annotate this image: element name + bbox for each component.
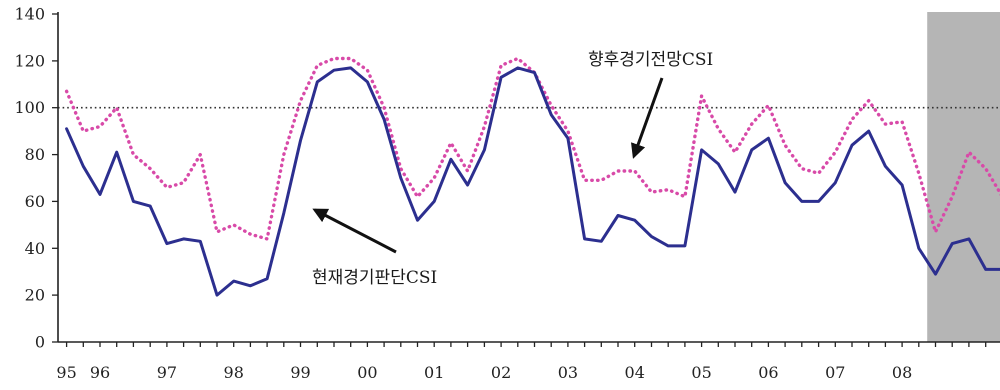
y-axis-ticks: 0 20 40 60 80 100 120 140: [14, 5, 58, 352]
x-tick-label: 98: [224, 363, 244, 382]
x-tick-label: 06: [758, 363, 778, 382]
y-tick-label: 60: [25, 192, 45, 211]
x-tick-label: 08: [892, 363, 912, 382]
x-tick-label: 99: [290, 363, 310, 382]
x-tick-label: 96: [90, 363, 110, 382]
x-tick-label: 01: [424, 363, 444, 382]
y-tick-label: 80: [25, 145, 45, 164]
x-tick-label: 02: [491, 363, 511, 382]
axes: [57, 12, 1000, 343]
future-outlook-csi-label: 향후경기전망CSI: [588, 50, 713, 70]
y-tick-label: 120: [14, 51, 45, 70]
y-tick-label: 20: [25, 286, 45, 305]
x-tick-label: 04: [625, 363, 645, 382]
x-tick-label: 97: [157, 363, 177, 382]
y-tick-label: 100: [14, 98, 45, 117]
series-lines: [64, 56, 1000, 297]
x-tick-label: 95: [56, 363, 76, 382]
current-economy-csi-line: [65, 66, 1000, 297]
x-tick-label: 05: [691, 363, 711, 382]
x-tick-label: 07: [825, 363, 845, 382]
y-tick-label: 40: [25, 239, 45, 258]
y-tick-label: 0: [35, 333, 45, 352]
current-economy-csi-label: 현재경기판단CSI: [312, 268, 437, 288]
future-outlook-csi-line: [64, 56, 1000, 241]
annotations: 향후경기전망CSI 현재경기판단CSI: [312, 50, 713, 288]
x-tick-label: 03: [558, 363, 578, 382]
shaded-period-band: [927, 12, 1000, 342]
current-economy-csi-arrow: [312, 208, 397, 254]
shaded-band-layer: [927, 12, 1000, 342]
x-axis-ticks: 95 96 97 98 99 00 01 02 03 04 05 06 07 08: [56, 342, 987, 382]
future-outlook-csi-arrow: [630, 77, 664, 159]
x-tick-label: 00: [357, 363, 377, 382]
y-tick-label: 140: [14, 5, 45, 24]
